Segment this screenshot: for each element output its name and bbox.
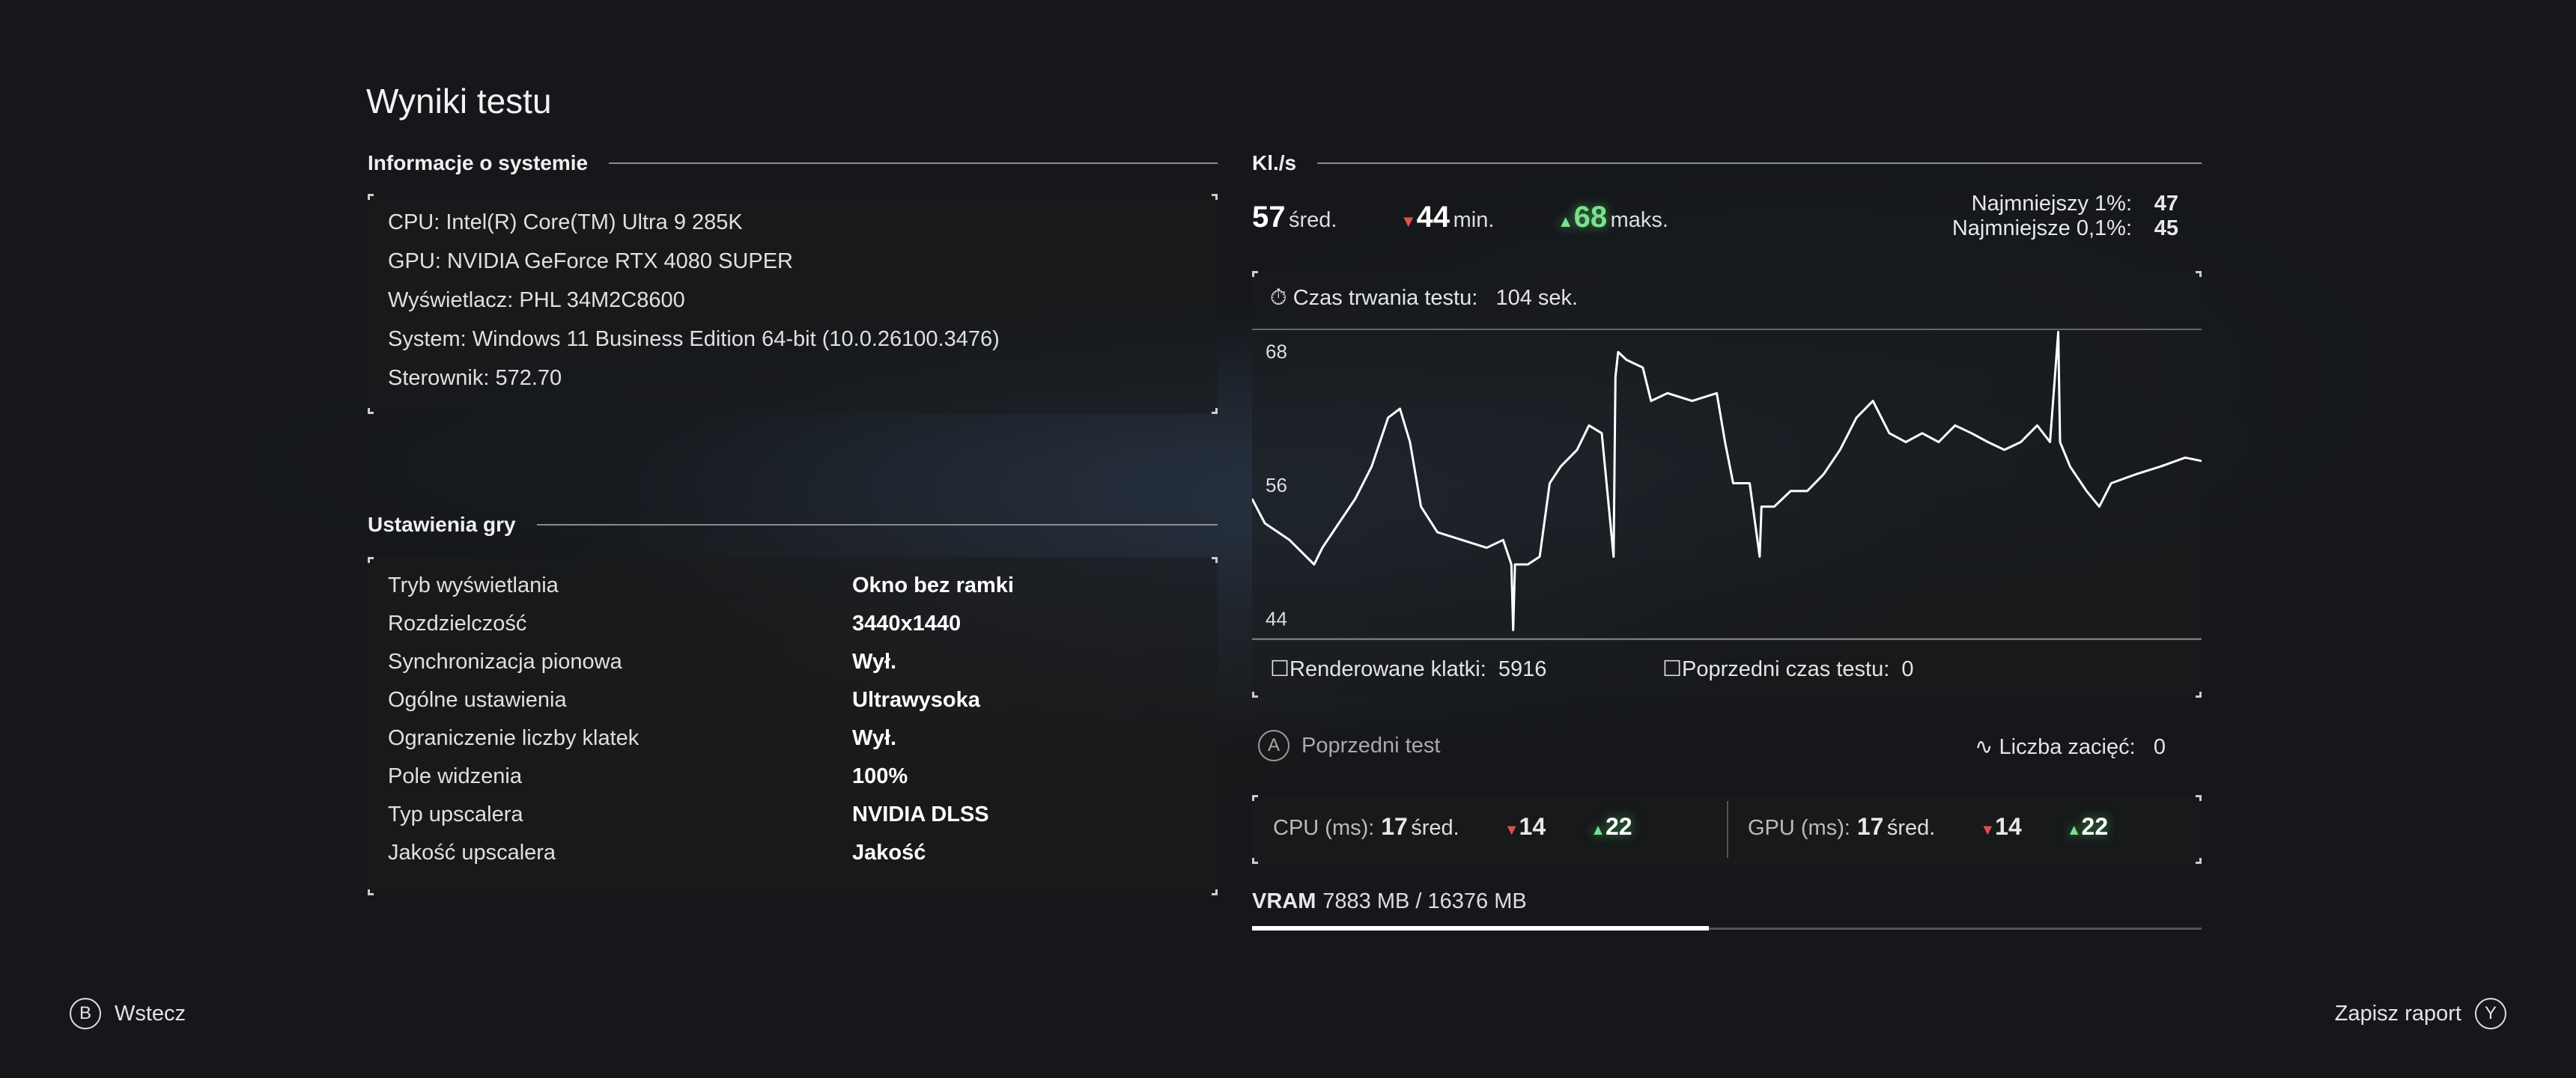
system-info-heading: Informacje o systemie [368,151,1218,175]
duration-value: 104 sek. [1495,286,1579,310]
fps-summary: 57 śred. ▼44 min. ▲68 maks. [1252,201,1668,234]
setting-value: Jakość [852,841,926,865]
setting-label: Ogólne ustawienia [388,688,567,712]
setting-row: Ogólne ustawienia Ultrawysoka [388,688,1212,713]
game-settings-panel: Tryb wyświetlania Okno bez ramki Rozdzielc… [368,557,1218,895]
setting-row: Tryb wyświetlania Okno bez ramki [388,573,1212,598]
b-button-icon: B [70,998,101,1029]
setting-label: Ograniczenie liczby klatek [388,726,640,750]
up-arrow-icon: ▲ [1591,822,1606,838]
setting-value: Wył. [852,650,897,674]
down-arrow-icon: ▼ [1400,212,1417,231]
system-info-panel: CPU: Intel(R) Core(TM) Ultra 9 285K GPU:… [368,194,1218,414]
setting-row: Typ upscalera NVIDIA DLSS [388,803,1212,827]
y-tick-label: 44 [1266,607,1287,630]
save-report-button[interactable]: Zapisz raport Y [2335,998,2506,1029]
fps-max-label: maks. [1610,208,1668,232]
previous-test-button[interactable]: A Poprzedni test [1258,730,1440,761]
setting-row: Rozdzielczość 3440x1440 [388,612,1212,636]
frame-icon: ☐ [1270,657,1289,681]
setting-row: Ograniczenie liczby klatek Wył. [388,726,1212,751]
fps-lows: Najmniejszy 1%: 47 Najmniejsze 0,1%: 45 [1952,192,2178,241]
a-button-icon: A [1258,730,1289,761]
cpu-frametime: CPU (ms): 17 śred. ▼14 ▲22 [1273,813,1632,840]
setting-row: Jakość upscalera Jakość [388,841,1212,865]
game-settings-heading: Ustawienia gry [368,513,1218,537]
vram-bar-fill [1252,926,1709,931]
fps-line-chart: 68 56 44 [1252,329,2202,640]
setting-value: 3440x1440 [852,612,962,636]
y-tick-label: 56 [1266,474,1287,496]
back-button[interactable]: B Wstecz [70,998,186,1029]
setting-value: Okno bez ramki [852,573,1014,597]
down-arrow-icon: ▼ [1504,822,1519,838]
page-title: Wyniki testu [366,82,552,121]
fps-min: 44 [1416,201,1450,234]
pulse-icon: ∿ [1975,735,1993,759]
frame-icon: ☐ [1662,657,1682,681]
divider [1727,801,1728,858]
fps-chart-panel: ⏱ Czas trwania testu: 104 sek. 68 56 44 ☐R… [1252,271,2202,698]
cpu-info: CPU: Intel(R) Core(TM) Ultra 9 285K [388,210,743,234]
setting-value: 100% [852,764,908,788]
fps-series-line [1252,331,2202,632]
fps-heading: Kl./s [1252,151,2202,175]
display-info: Wyświetlacz: PHL 34M2C8600 [388,288,685,312]
up-arrow-icon: ▲ [2066,822,2082,838]
fps-max: 68 [1573,201,1608,234]
setting-value: Wył. [852,726,897,750]
vram-bar [1252,926,2202,931]
gpu-info: GPU: NVIDIA GeForce RTX 4080 SUPER [388,249,793,273]
setting-label: Rozdzielczość [388,612,527,636]
setting-value: NVIDIA DLSS [852,803,989,826]
vram-usage: VRAM 7883 MB / 16376 MB [1252,889,1527,913]
gpu-frametime: GPU (ms): 17 śred. ▼14 ▲22 [1748,813,2109,840]
y-tick-label: 68 [1266,341,1287,363]
rendered-frames: ☐Renderowane klatki: 5916 [1270,657,1547,681]
low01-label: Najmniejsze 0,1%: [1951,216,2132,240]
up-arrow-icon: ▲ [1557,212,1574,231]
divider [609,162,1218,164]
setting-value: Ultrawysoka [852,688,980,712]
setting-label: Tryb wyświetlania [388,573,559,597]
setting-label: Synchronizacja pionowa [388,650,622,674]
fps-avg: 57 [1252,201,1286,234]
y-button-icon: Y [2475,998,2506,1029]
setting-row: Pole widzenia 100% [388,764,1212,789]
setting-label: Jakość upscalera [388,841,556,865]
os-info: System: Windows 11 Business Edition 64-b… [388,327,1000,351]
low1-value: 47 [2154,192,2178,216]
setting-label: Pole widzenia [388,764,522,788]
frametime-panel: CPU (ms): 17 śred. ▼14 ▲22 GPU (ms): 17 śr… [1252,795,2202,864]
divider [536,524,1218,526]
fps-min-label: min. [1453,208,1495,232]
stutter-count: ∿ Liczba zacięć: 0 [1975,735,2166,759]
driver-info: Sterownik: 572.70 [388,366,562,390]
low1-label: Najmniejszy 1%: [1971,192,2132,216]
setting-row: Synchronizacja pionowa Wył. [388,650,1212,674]
clock-icon: ⏱ [1270,286,1287,310]
previous-test-time: ☐Poprzedni czas testu: 0 [1662,657,1914,681]
setting-label: Typ upscalera [388,803,523,826]
down-arrow-icon: ▼ [1980,822,1996,838]
low01-value: 45 [2154,216,2178,240]
duration-row: ⏱ Czas trwania testu: 104 sek. [1270,286,1579,310]
divider [1317,162,2202,164]
fps-avg-label: śred. [1288,208,1337,232]
